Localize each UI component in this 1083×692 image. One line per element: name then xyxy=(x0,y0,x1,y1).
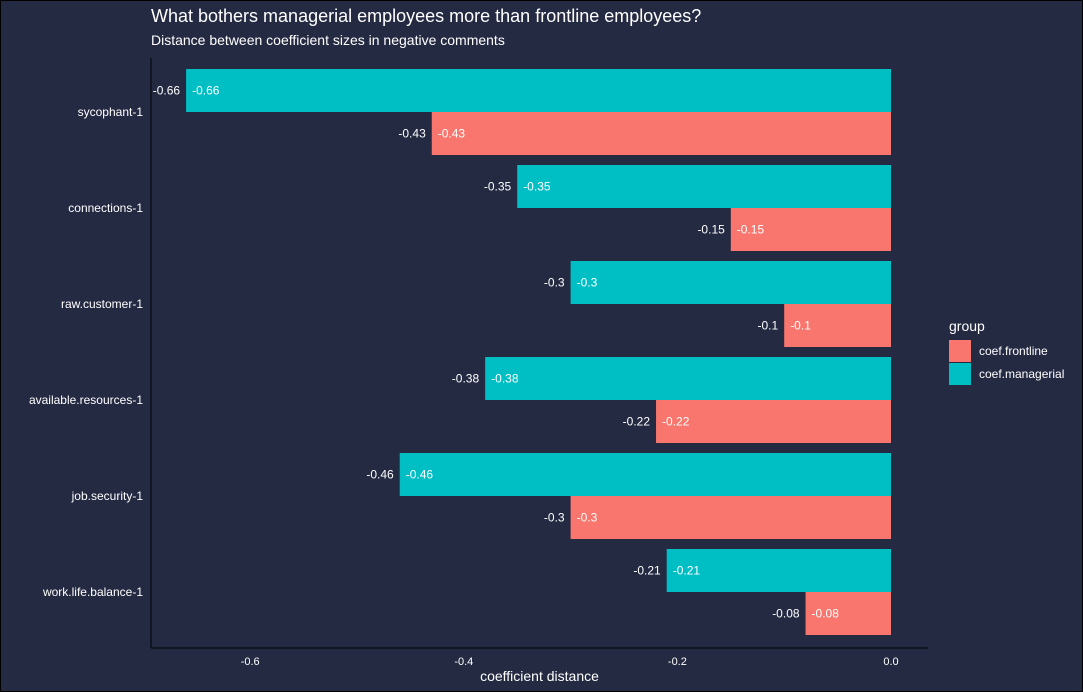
data-label-outside: -0.22 xyxy=(623,415,651,429)
data-label-outside: -0.15 xyxy=(697,223,725,237)
bar-managerial xyxy=(570,261,891,304)
legend-item-frontline: coef.frontline xyxy=(949,340,1048,362)
bar-frontline xyxy=(431,112,891,155)
bar-frontline xyxy=(656,400,891,443)
data-label-inside: -0.46 xyxy=(406,468,434,482)
data-label-inside: -0.66 xyxy=(192,84,220,98)
x-axis-label: coefficient distance xyxy=(480,668,599,684)
data-label-inside: -0.08 xyxy=(812,607,840,621)
data-label-outside: -0.38 xyxy=(452,372,480,386)
data-label-outside: -0.1 xyxy=(758,319,779,333)
y-tick-label: raw.customer-1 xyxy=(61,297,143,311)
bar-managerial xyxy=(517,165,891,208)
x-tick-label: -0.6 xyxy=(241,656,260,668)
bar-frontline xyxy=(570,496,891,539)
data-label-inside: -0.3 xyxy=(577,511,598,525)
data-label-outside: -0.43 xyxy=(398,127,426,141)
data-label-inside: -0.38 xyxy=(491,372,519,386)
legend-title: group xyxy=(949,318,985,334)
data-label-outside: -0.08 xyxy=(772,607,800,621)
y-tick-label: sycophant-1 xyxy=(78,105,144,119)
x-tick-label: -0.4 xyxy=(454,656,473,668)
data-label-outside: -0.3 xyxy=(544,276,565,290)
data-label-outside: -0.21 xyxy=(633,564,661,578)
bar-frontline xyxy=(805,592,891,635)
legend-label-managerial: coef.managerial xyxy=(979,367,1065,381)
y-tick-label: work.life.balance-1 xyxy=(42,585,143,599)
data-label-inside: -0.15 xyxy=(737,223,765,237)
data-label-outside: -0.35 xyxy=(484,180,512,194)
data-label-inside: -0.35 xyxy=(523,180,551,194)
legend-item-managerial: coef.managerial xyxy=(949,363,1064,385)
chart-subtitle: Distance between coefficient sizes in ne… xyxy=(151,32,505,48)
x-tick-label: 0.0 xyxy=(883,656,898,668)
bar-frontline xyxy=(784,304,891,347)
bar-managerial xyxy=(399,453,891,496)
data-label-outside: -0.66 xyxy=(153,84,181,98)
y-tick-label: available.resources-1 xyxy=(29,393,143,407)
data-label-inside: -0.22 xyxy=(662,415,690,429)
y-tick-label: job.security-1 xyxy=(71,489,144,503)
data-label-inside: -0.43 xyxy=(438,127,466,141)
data-label-outside: -0.46 xyxy=(366,468,394,482)
legend-key-frontline xyxy=(949,340,971,362)
legend-label-frontline: coef.frontline xyxy=(979,344,1048,358)
data-label-inside: -0.3 xyxy=(577,276,598,290)
data-label-inside: -0.21 xyxy=(673,564,701,578)
y-tick-label: connections-1 xyxy=(68,201,143,215)
legend-key-managerial xyxy=(949,363,971,385)
chart-title: What bothers managerial employees more t… xyxy=(151,6,702,26)
data-label-inside: -0.1 xyxy=(790,319,811,333)
bar-frontline xyxy=(730,208,891,251)
bar-managerial xyxy=(666,549,891,592)
bar-managerial xyxy=(186,69,891,112)
data-label-outside: -0.3 xyxy=(544,511,565,525)
x-tick-label: -0.2 xyxy=(668,656,687,668)
bar-managerial xyxy=(485,357,891,400)
